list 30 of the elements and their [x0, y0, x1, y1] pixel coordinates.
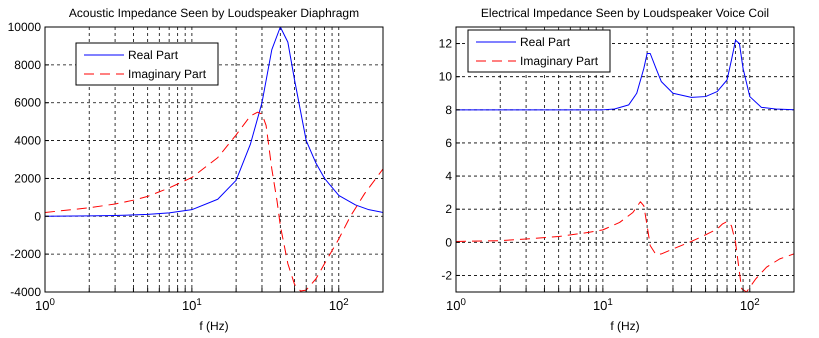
y-tick-label: 6000 [14, 96, 42, 110]
y-tick-label: 0 [445, 235, 452, 250]
y-tick-label: 12 [438, 36, 452, 51]
x-axis-title: f (Hz) [199, 319, 229, 333]
x-tick-label: 10$^{0}$ [35, 296, 56, 313]
x-tick-label: 10$^{1}$ [592, 296, 613, 313]
x-tick-label: 10$^{2}$ [740, 296, 760, 313]
y-tick-label: 2000 [14, 171, 42, 186]
chart-title: Electrical Impedance Seen by Loudspeaker Voice Coil [480, 6, 770, 20]
y-tick-label: 8 [445, 102, 452, 117]
y-tick-label: 6 [445, 136, 452, 150]
y-tick-label: 2 [445, 202, 452, 216]
y-tick-label: 8000 [14, 58, 42, 72]
legend-label: Imaginary Part [128, 67, 207, 81]
x-tick-label: 10$^{0}$ [446, 296, 467, 313]
chart-title: Acoustic Impedance Seen by Loudspeaker Diaphragm [68, 6, 360, 20]
y-tick-label: -2000 [10, 247, 42, 262]
x-tick-label: 10$^{1}$ [182, 296, 202, 313]
y-tick-label: 4000 [14, 134, 42, 148]
y-tick-label: -2 [441, 268, 452, 282]
legend-label: Imaginary Part [520, 54, 599, 68]
y-tick-label: 10000 [8, 20, 42, 34]
y-tick-label: 10 [438, 70, 452, 84]
y-tick-label: 0 [34, 209, 42, 224]
x-tick-label: 10$^{2}$ [328, 296, 349, 313]
x-axis-title: f (Hz) [610, 319, 640, 333]
y-tick-label: -4000 [10, 285, 42, 299]
y-tick-label: 4 [445, 169, 452, 184]
legend-label: Real Part [128, 48, 179, 62]
legend-label: Real Part [520, 35, 571, 49]
